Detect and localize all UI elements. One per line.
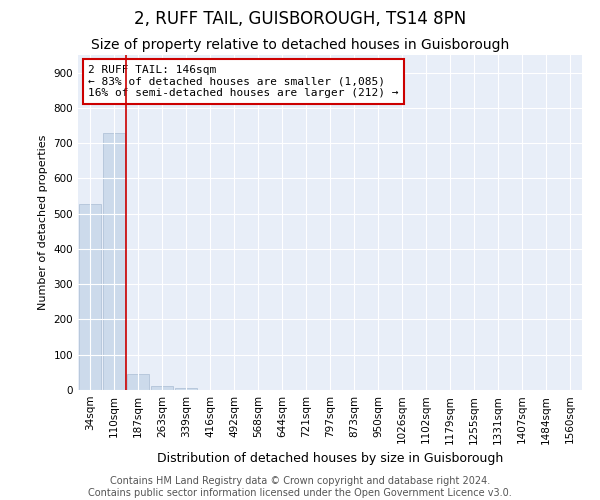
Bar xyxy=(151,386,173,390)
Text: 2, RUFF TAIL, GUISBOROUGH, TS14 8PN: 2, RUFF TAIL, GUISBOROUGH, TS14 8PN xyxy=(134,10,466,28)
Bar xyxy=(175,388,197,390)
X-axis label: Distribution of detached houses by size in Guisborough: Distribution of detached houses by size … xyxy=(157,452,503,465)
Text: 2 RUFF TAIL: 146sqm
← 83% of detached houses are smaller (1,085)
16% of semi-det: 2 RUFF TAIL: 146sqm ← 83% of detached ho… xyxy=(88,65,398,98)
Y-axis label: Number of detached properties: Number of detached properties xyxy=(38,135,48,310)
Bar xyxy=(127,374,149,390)
Bar xyxy=(79,204,101,390)
Text: Contains HM Land Registry data © Crown copyright and database right 2024.
Contai: Contains HM Land Registry data © Crown c… xyxy=(88,476,512,498)
Bar xyxy=(103,134,125,390)
Text: Size of property relative to detached houses in Guisborough: Size of property relative to detached ho… xyxy=(91,38,509,52)
